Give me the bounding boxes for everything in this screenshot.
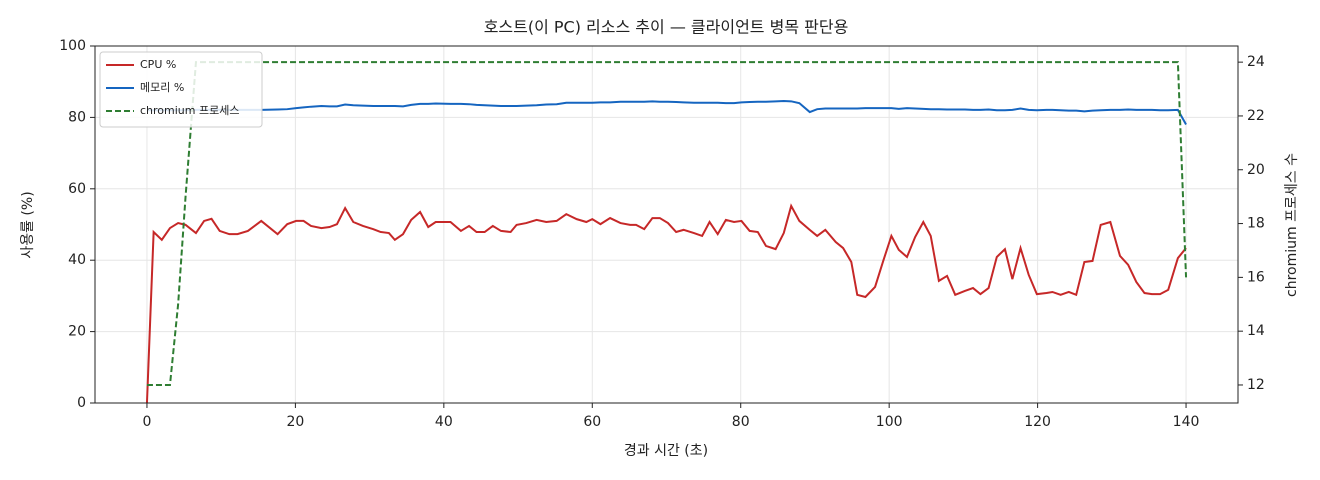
y2-tick-label: 22 (1247, 108, 1265, 124)
legend-text: 메모리 % (140, 81, 184, 94)
plot-frame (94, 45, 1239, 404)
x-tick-label: 120 (1024, 414, 1051, 430)
y2-tick-label: 12 (1247, 377, 1265, 393)
y-tick-label: 20 (68, 324, 86, 340)
series-line (145, 203, 1187, 404)
x-tick-label: 0 (142, 414, 151, 430)
x-tick-label: 40 (435, 414, 453, 430)
x-tick-label: 140 (1173, 414, 1200, 430)
y-tick-label: 0 (77, 395, 86, 411)
y2-axis-title: chromium 프로세스 수 (1284, 153, 1300, 297)
legend-text: CPU % (140, 58, 176, 71)
y-axis-title: 사용률 (%) (20, 191, 36, 258)
x-axis-title: 경과 시간 (초) (624, 443, 708, 459)
y-tick-label: 100 (59, 38, 86, 54)
chart-title: 호스트(이 PC) 리소스 추이 — 클라이언트 병목 판단용 (484, 18, 849, 37)
x-tick-label: 80 (732, 414, 750, 430)
x-tick-label: 20 (286, 414, 304, 430)
x-tick-label: 100 (876, 414, 903, 430)
y2-tick-label: 16 (1247, 269, 1265, 285)
series-line (146, 61, 1188, 386)
series-line (146, 99, 1187, 126)
y-tick-label: 80 (68, 109, 86, 125)
y2-tick-label: 24 (1247, 54, 1265, 70)
legend-text: chromium 프로세스 (140, 104, 239, 117)
y-tick-label: 60 (68, 181, 86, 197)
y2-tick-label: 18 (1247, 216, 1265, 232)
y2-tick-label: 20 (1247, 162, 1265, 178)
x-tick-label: 60 (583, 414, 601, 430)
y-tick-label: 40 (68, 252, 86, 268)
y2-tick-label: 14 (1247, 323, 1265, 339)
legend-box (99, 51, 263, 128)
